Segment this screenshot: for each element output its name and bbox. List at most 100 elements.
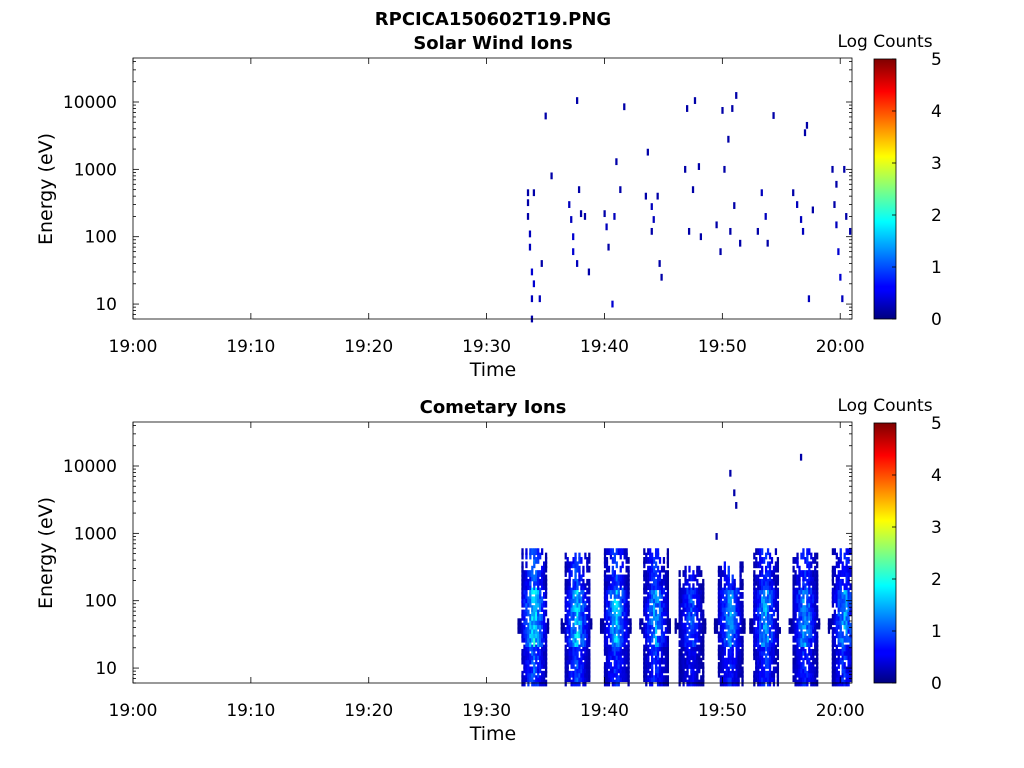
heatmap-cell	[796, 605, 799, 612]
heatmap-cell	[684, 648, 687, 656]
heatmap-cell	[721, 605, 725, 612]
heatmap-cell	[684, 635, 687, 643]
heatmap-cell	[586, 644, 589, 652]
heatmap-cell	[764, 552, 768, 560]
heatmap-cell	[796, 657, 799, 665]
heatmap-cell	[525, 587, 528, 595]
heatmap-cell	[539, 552, 542, 560]
heatmap-cell	[792, 605, 795, 612]
heatmap-cell	[588, 552, 591, 560]
heatmap-cell	[605, 583, 609, 591]
heatmap-cell	[603, 574, 607, 582]
heatmap-cell	[607, 622, 611, 630]
heatmap-cell	[654, 670, 658, 678]
heatmap-cell	[761, 565, 764, 573]
heatmap-cell	[804, 609, 807, 617]
heatmap-cell	[761, 640, 764, 647]
solar-wind-colorbar-bar	[873, 58, 897, 320]
heatmap-cell	[798, 565, 801, 573]
heatmap-cell	[764, 644, 768, 652]
heatmap-cell	[621, 675, 624, 683]
heatmap-cell	[841, 653, 844, 661]
heatmap-cell	[607, 548, 611, 556]
heatmap-cell	[739, 640, 742, 647]
heatmap-cell	[535, 548, 538, 556]
heatmap-cell	[517, 618, 520, 626]
heatmap-cell	[682, 640, 685, 647]
heatmap-cell	[662, 557, 666, 564]
heatmap-cell	[727, 648, 730, 656]
heatmap-cell	[651, 557, 654, 564]
y-tick-label: 10000	[63, 93, 117, 113]
heatmap-cell	[607, 578, 611, 586]
heatmap-cell	[609, 631, 613, 639]
heatmap-cell	[578, 574, 581, 582]
heatmap-cell	[723, 570, 726, 577]
heatmap-cell	[541, 578, 544, 586]
heatmap-cell	[688, 653, 691, 661]
heatmap-cell	[607, 627, 611, 634]
heatmap-cell	[768, 627, 772, 634]
cometary-ylabel: Energy (eV)	[35, 497, 57, 609]
heatmap-cell	[678, 592, 681, 599]
heatmap-cell	[814, 587, 817, 595]
heatmap-cell	[627, 666, 630, 674]
heatmap-cell	[649, 605, 652, 612]
heatmap-cell	[849, 640, 852, 647]
heatmap-cell	[654, 675, 658, 683]
heatmap-cell	[660, 675, 664, 683]
heatmap-cell	[841, 565, 844, 573]
heatmap-cell	[776, 613, 780, 621]
heatmap-cell	[572, 648, 575, 656]
heatmap-cell	[768, 596, 772, 604]
heatmap-cell	[717, 605, 721, 612]
heatmap-cell	[804, 613, 807, 621]
heatmap-cell	[794, 600, 797, 608]
heatmap-cell	[764, 596, 768, 604]
heatmap-cell	[757, 596, 760, 604]
heatmap-cell	[729, 640, 732, 647]
heatmap-cell	[808, 570, 811, 577]
heatmap-cell	[684, 662, 687, 669]
heatmap-cell	[566, 618, 569, 626]
heatmap-cell	[770, 657, 774, 665]
heatmap-cell	[753, 578, 756, 586]
heatmap-cell	[649, 618, 652, 626]
heatmap-cell	[776, 662, 780, 669]
heatmap-cell	[812, 609, 815, 617]
heatmap-cell	[525, 592, 528, 599]
heatmap-cell	[521, 570, 524, 577]
heatmap-cell	[808, 609, 811, 617]
heatmap-cell	[560, 622, 563, 630]
heatmap-cell	[568, 600, 571, 608]
heatmap-cell	[627, 565, 630, 573]
heatmap-cell	[617, 578, 620, 586]
heatmap-cell	[533, 622, 536, 630]
heatmap-cell	[704, 627, 707, 634]
heatmap-cell	[576, 640, 579, 647]
heatmap-cell	[766, 609, 770, 617]
heatmap-cell	[647, 578, 650, 586]
heatmap-cell	[678, 618, 681, 626]
heatmap-cell	[531, 631, 534, 639]
heatmap-cell	[651, 635, 654, 643]
heatmap-cell	[690, 609, 693, 617]
heatmap-cell	[774, 561, 778, 569]
heatmap-cell	[810, 570, 813, 577]
heatmap-cell	[560, 618, 563, 626]
heatmap-cell	[651, 552, 654, 560]
heatmap-cell	[605, 600, 609, 608]
heatmap-cell	[525, 609, 528, 617]
heatmap-cell	[764, 640, 768, 647]
heatmap-cell	[814, 644, 817, 652]
heatmap-cell	[694, 648, 697, 656]
heatmap-cell	[847, 609, 850, 617]
heatmap-cell	[531, 548, 534, 556]
heatmap-cell	[607, 574, 611, 582]
heatmap-cell	[743, 618, 746, 626]
heatmap-cell	[656, 644, 660, 652]
heatmap-cell	[800, 622, 803, 630]
heatmap-cell	[690, 648, 693, 656]
heatmap-cell	[609, 670, 613, 678]
heatmap-cell	[654, 600, 658, 608]
